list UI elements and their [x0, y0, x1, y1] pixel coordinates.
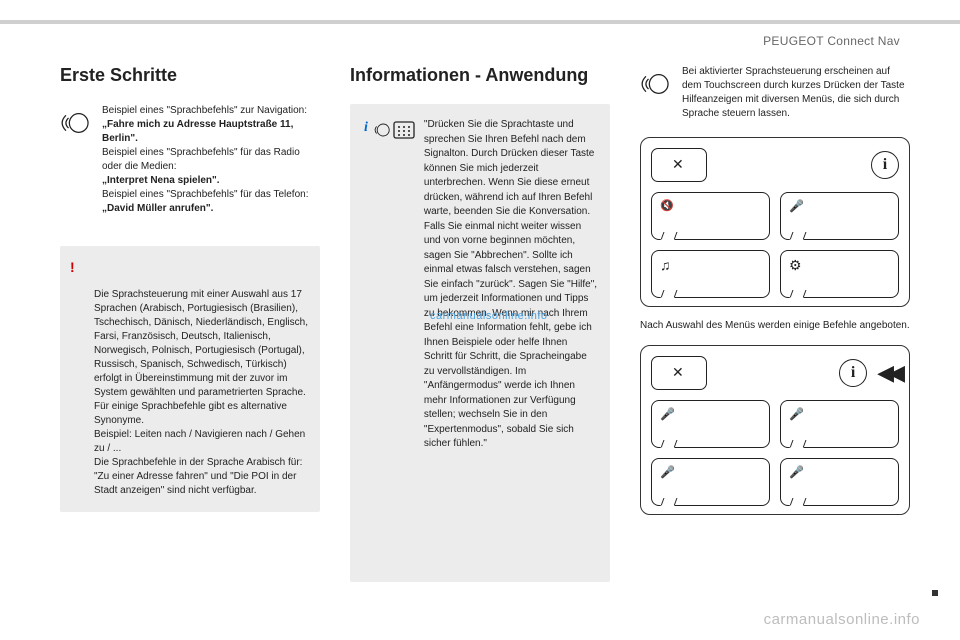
- close-icon: ✕: [672, 156, 684, 173]
- touchscreen-note-block: Bei aktivierter Sprachsteuerung erschein…: [640, 65, 910, 121]
- ex1-intro: Beispiel eines "Sprachbefehls" zur Navig…: [102, 105, 307, 116]
- footer-watermark: carmanualsonline.info: [764, 611, 920, 628]
- page: PEUGEOT Connect Nav Erste Schritte Beisp…: [0, 0, 960, 640]
- doc-header: PEUGEOT Connect Nav: [763, 34, 900, 48]
- ex3-intro: Beispiel eines "Sprachbefehls" für das T…: [102, 189, 308, 200]
- tile-cmd-1[interactable]: 🎤: [651, 400, 770, 448]
- tile-settings[interactable]: ⚙: [780, 250, 899, 298]
- info-box: i: [350, 104, 610, 582]
- col2-title: Informationen - Anwendung: [350, 65, 610, 86]
- close-icon-2: ✕: [672, 364, 684, 381]
- mute-icon: 🔇: [660, 199, 674, 212]
- column-touchscreen: Bei aktivierter Sprachsteuerung erschein…: [640, 65, 910, 527]
- ex2-cmd: „Interpret Nena spielen".: [102, 175, 220, 186]
- column-informationen: Informationen - Anwendung i: [350, 65, 610, 582]
- warning-box: ! Die Sprachsteuerung mit einer Auswahl …: [60, 246, 320, 512]
- touchscreen-panel-1: ✕ i 🔇 🎤 ♫: [640, 137, 910, 307]
- voice-icon-2: [640, 65, 674, 121]
- close-button-2[interactable]: ✕: [651, 356, 707, 390]
- tile-cmd-4[interactable]: 🎤: [780, 458, 899, 506]
- ex2-intro: Beispiel eines "Sprachbefehls" für das R…: [102, 147, 300, 172]
- voice-icon-small: [370, 118, 394, 147]
- close-button[interactable]: ✕: [651, 148, 707, 182]
- ex3-cmd: „David Müller anrufen".: [102, 203, 213, 214]
- mic-icon: 🎤: [789, 199, 804, 213]
- back-icon: ◀◀: [877, 360, 899, 385]
- info-glyph-2: i: [851, 364, 855, 382]
- tile-mic[interactable]: 🎤: [780, 192, 899, 240]
- voice-example-block: Beispiel eines "Sprachbefehls" zur Navig…: [60, 104, 320, 216]
- voice-icon: [60, 104, 94, 216]
- tile-cmd-3[interactable]: 🎤: [651, 458, 770, 506]
- mic-icon-c: 🎤: [660, 465, 675, 479]
- touchscreen-note: Bei aktivierter Sprachsteuerung erschein…: [682, 65, 910, 121]
- info-text: "Drücken Sie die Sprachtaste und spreche…: [424, 118, 598, 452]
- mic-icon-b: 🎤: [789, 407, 804, 421]
- back-button[interactable]: ◀◀: [877, 360, 899, 386]
- keypad-icon: [392, 118, 416, 147]
- tile-cmd-2[interactable]: 🎤: [780, 400, 899, 448]
- music-icon: ♫: [660, 257, 671, 273]
- info-glyph: i: [883, 156, 887, 174]
- touchscreen-panel-2: ✕ i ◀◀ 🎤 🎤: [640, 345, 910, 515]
- mic-icon-a: 🎤: [660, 407, 675, 421]
- top-rule: [0, 20, 960, 24]
- ex1-cmd: „Fahre mich zu Adresse Hauptstraße 11, B…: [102, 119, 293, 144]
- warning-icon: !: [70, 258, 75, 278]
- mic-icon-d: 🎤: [789, 465, 804, 479]
- warning-text: Die Sprachsteuerung mit einer Auswahl au…: [94, 289, 308, 496]
- tile-mute[interactable]: 🔇: [651, 192, 770, 240]
- tile-music[interactable]: ♫: [651, 250, 770, 298]
- info-button[interactable]: i: [871, 151, 899, 179]
- voice-example-text: Beispiel eines "Sprachbefehls" zur Navig…: [102, 104, 320, 216]
- info-icon: i: [364, 118, 368, 138]
- gear-icon: ⚙: [789, 257, 802, 274]
- page-indicator: [932, 590, 938, 596]
- panel-caption: Nach Auswahl des Menüs werden einige Bef…: [640, 319, 910, 333]
- col1-title: Erste Schritte: [60, 65, 320, 86]
- column-erste-schritte: Erste Schritte Beispiel eines "Sprachbef…: [60, 65, 320, 512]
- info-button-2[interactable]: i: [839, 359, 867, 387]
